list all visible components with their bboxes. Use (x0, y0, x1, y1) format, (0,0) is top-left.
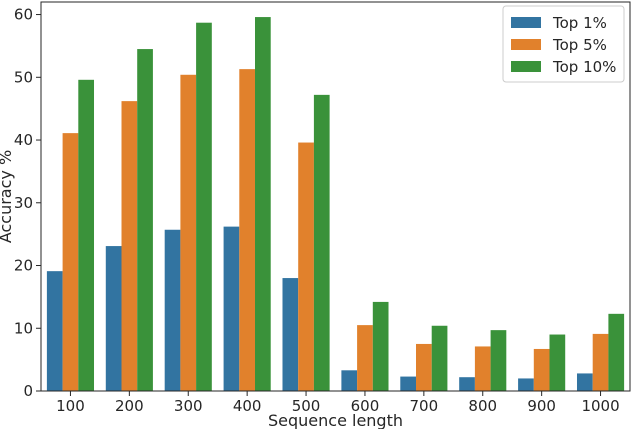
legend-label: Top 1% (552, 14, 607, 32)
y-tick-label: 10 (14, 319, 33, 337)
bar-top-1--300 (164, 229, 181, 391)
bar-top-5--800 (474, 346, 491, 391)
x-tick-label: 400 (233, 397, 262, 415)
bar-top-10--800 (490, 330, 507, 391)
legend-swatch (511, 17, 541, 28)
bar-top-1--400 (223, 226, 240, 391)
bar-top-1--200 (105, 246, 122, 391)
bar-top-5--100 (62, 133, 79, 391)
bar-top-10--200 (137, 49, 153, 392)
y-tick-label: 60 (14, 6, 33, 24)
bar-top-1--1000 (576, 373, 593, 391)
legend-swatch (511, 39, 541, 50)
y-tick-label: 40 (14, 131, 33, 149)
y-axis: 0 10 20 30 40 50 60 (14, 6, 41, 400)
x-tick-label: 1000 (581, 397, 619, 415)
bar-top-5--900 (533, 348, 550, 391)
x-tick-label: 700 (410, 397, 439, 415)
bar-top-5--500 (298, 142, 314, 391)
bar-top-10--900 (549, 334, 566, 391)
bar-top-10--600 (372, 301, 389, 391)
x-tick-label: 900 (527, 397, 556, 415)
bar-top-10--300 (196, 22, 212, 391)
bar-top-10--500 (313, 94, 330, 392)
bar-top-1--100 (46, 271, 63, 391)
x-axis: 100 200 300 400 500 600 700 800 900 1000 (56, 391, 620, 415)
y-axis-title: Accuracy % (0, 150, 15, 243)
legend-swatch (511, 61, 541, 72)
y-tick-label: 50 (14, 68, 33, 86)
bars-group (46, 17, 625, 392)
bar-top-1--600 (341, 370, 358, 391)
bar-top-10--1000 (608, 313, 625, 391)
x-tick-label: 300 (174, 397, 203, 415)
plot-frame (40, 1, 631, 392)
bar-top-5--400 (239, 69, 256, 391)
bar-top-10--400 (255, 17, 271, 392)
bar-top-1--900 (518, 378, 534, 391)
y-tick-label: 30 (14, 194, 33, 212)
bar-top-5--600 (357, 325, 373, 391)
legend-label: Top 5% (552, 36, 607, 54)
bar-top-10--700 (431, 325, 448, 391)
x-tick-label: 600 (351, 397, 380, 415)
bar-top-1--500 (282, 278, 299, 391)
bar-top-1--700 (400, 376, 416, 391)
y-tick-label: 20 (14, 257, 33, 275)
x-axis-title: Sequence length (268, 411, 403, 429)
bar-top-5--200 (121, 101, 138, 391)
bar-top-5--300 (180, 74, 197, 391)
bar-top-5--700 (416, 343, 432, 391)
x-tick-label: 100 (56, 397, 85, 415)
legend-label: Top 10% (552, 58, 616, 76)
x-tick-label: 800 (468, 397, 497, 415)
legend: Top 1% Top 5% Top 10% (502, 5, 625, 83)
bar-top-1--800 (459, 377, 475, 391)
bar-top-10--100 (78, 79, 95, 392)
x-tick-label: 500 (292, 397, 321, 415)
y-tick-label: 0 (23, 382, 33, 400)
x-tick-label: 200 (115, 397, 144, 415)
bar-top-5--1000 (592, 333, 609, 391)
